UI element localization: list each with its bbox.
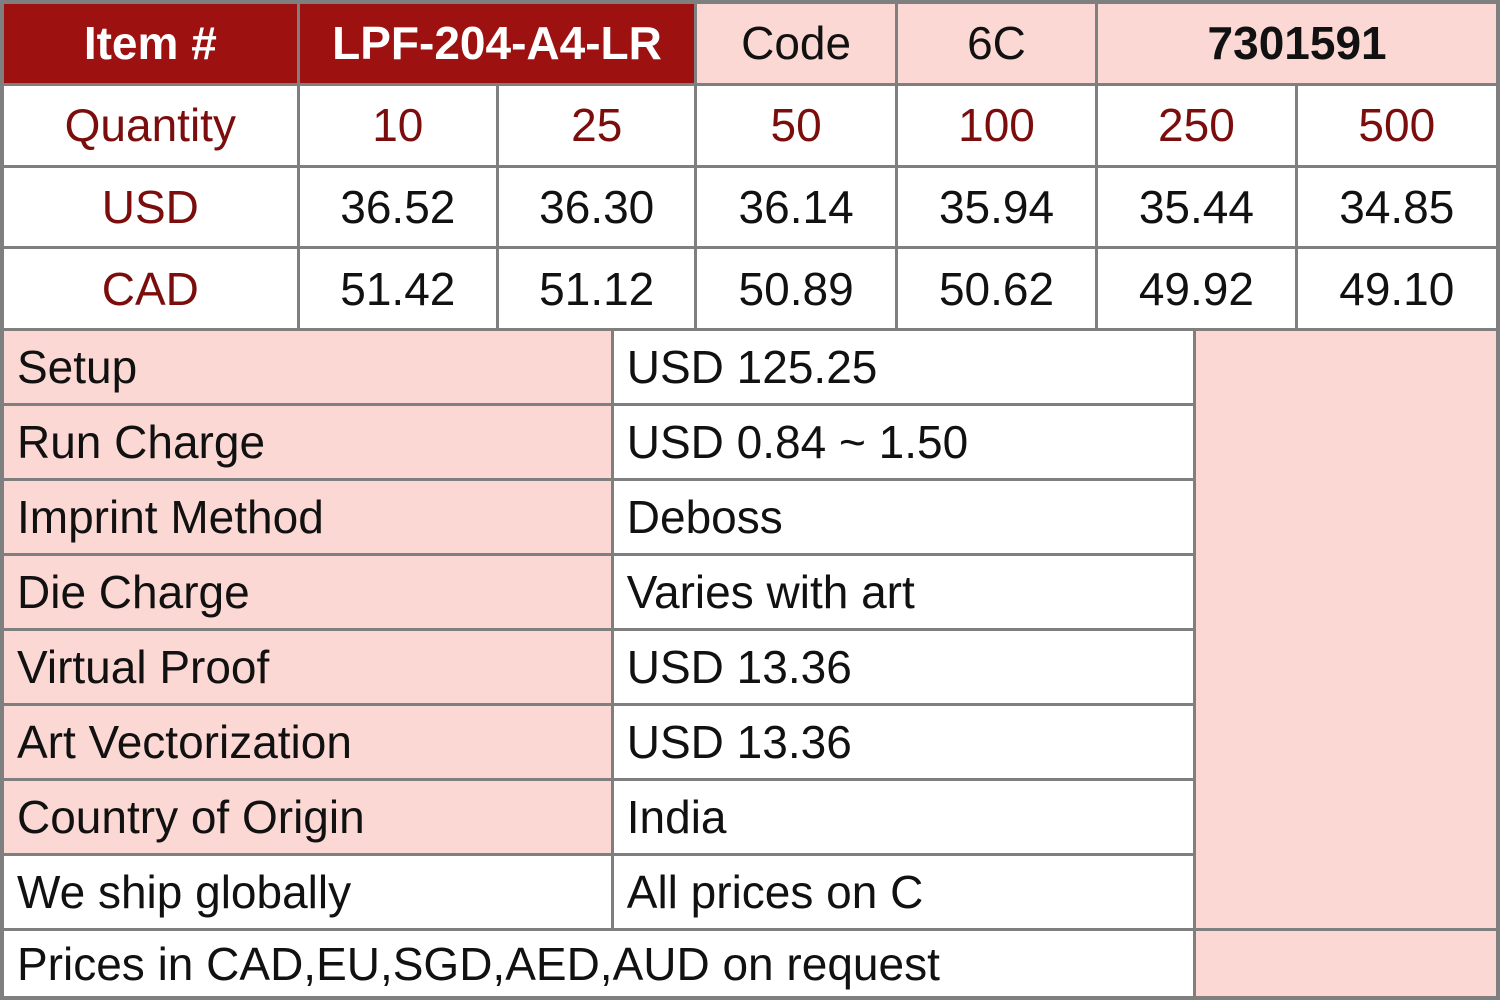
usd-price-cell: 35.44: [1098, 167, 1295, 247]
price-grid: Item # LPF-204-A4-LR Code 6C 7301591 Qua…: [4, 4, 1496, 328]
usd-price-cell: 36.14: [697, 167, 895, 247]
details-grid: Setup USD 125.25 Run Charge USD 0.84 ~ 1…: [4, 331, 1496, 996]
cad-price-cell: 49.92: [1098, 249, 1295, 328]
usd-price-cell: 36.52: [299, 167, 497, 247]
item-number-value: LPF-204-A4-LR: [299, 4, 695, 83]
detail-value-imprint-method: Deboss: [613, 481, 1193, 553]
footer-note: Prices in CAD,EU,SGD,AED,AUD on request: [4, 931, 1193, 996]
detail-label-run-charge: Run Charge: [4, 406, 611, 478]
usd-price-cell: 35.94: [897, 167, 1096, 247]
detail-label-country-of-origin: Country of Origin: [4, 781, 611, 853]
detail-label-die-charge: Die Charge: [4, 556, 611, 628]
detail-label-virtual-proof: Virtual Proof: [4, 631, 611, 703]
product-code: 7301591: [1098, 4, 1496, 83]
usd-row-label: USD: [4, 167, 297, 247]
detail-label-setup: Setup: [4, 331, 611, 403]
detail-value-die-charge: Varies with art: [613, 556, 1193, 628]
code-value: 6C: [897, 4, 1096, 83]
detail-value-art-vectorization: USD 13.36: [613, 706, 1193, 778]
cad-price-cell: 49.10: [1297, 249, 1496, 328]
detail-value-virtual-proof: USD 13.36: [613, 631, 1193, 703]
usd-price-cell: 36.30: [499, 167, 695, 247]
quantity-cell: 100: [897, 85, 1096, 165]
quantity-header: Quantity: [4, 85, 297, 165]
detail-value-run-charge: USD 0.84 ~ 1.50: [613, 406, 1193, 478]
cad-price-cell: 50.89: [697, 249, 895, 328]
cad-price-cell: 51.12: [499, 249, 695, 328]
quantity-cell: 25: [499, 85, 695, 165]
detail-value-setup: USD 125.25: [613, 331, 1193, 403]
quantity-cell: 500: [1297, 85, 1496, 165]
cad-price-cell: 51.42: [299, 249, 497, 328]
detail-value-shipping: All prices on C: [613, 856, 1193, 928]
detail-value-country-of-origin: India: [613, 781, 1193, 853]
quantity-cell: 50: [697, 85, 895, 165]
code-label: Code: [697, 4, 895, 83]
quantity-cell: 250: [1098, 85, 1295, 165]
usd-price-cell: 34.85: [1297, 167, 1496, 247]
detail-label-shipping: We ship globally: [4, 856, 611, 928]
quantity-cell: 10: [299, 85, 497, 165]
detail-label-imprint-method: Imprint Method: [4, 481, 611, 553]
cad-price-cell: 50.62: [897, 249, 1096, 328]
empty-side-panel: [1195, 331, 1496, 928]
item-number-label: Item #: [4, 4, 297, 83]
footer-side-filler: [1195, 931, 1496, 996]
detail-label-art-vectorization: Art Vectorization: [4, 706, 611, 778]
cad-row-label: CAD: [4, 249, 297, 328]
